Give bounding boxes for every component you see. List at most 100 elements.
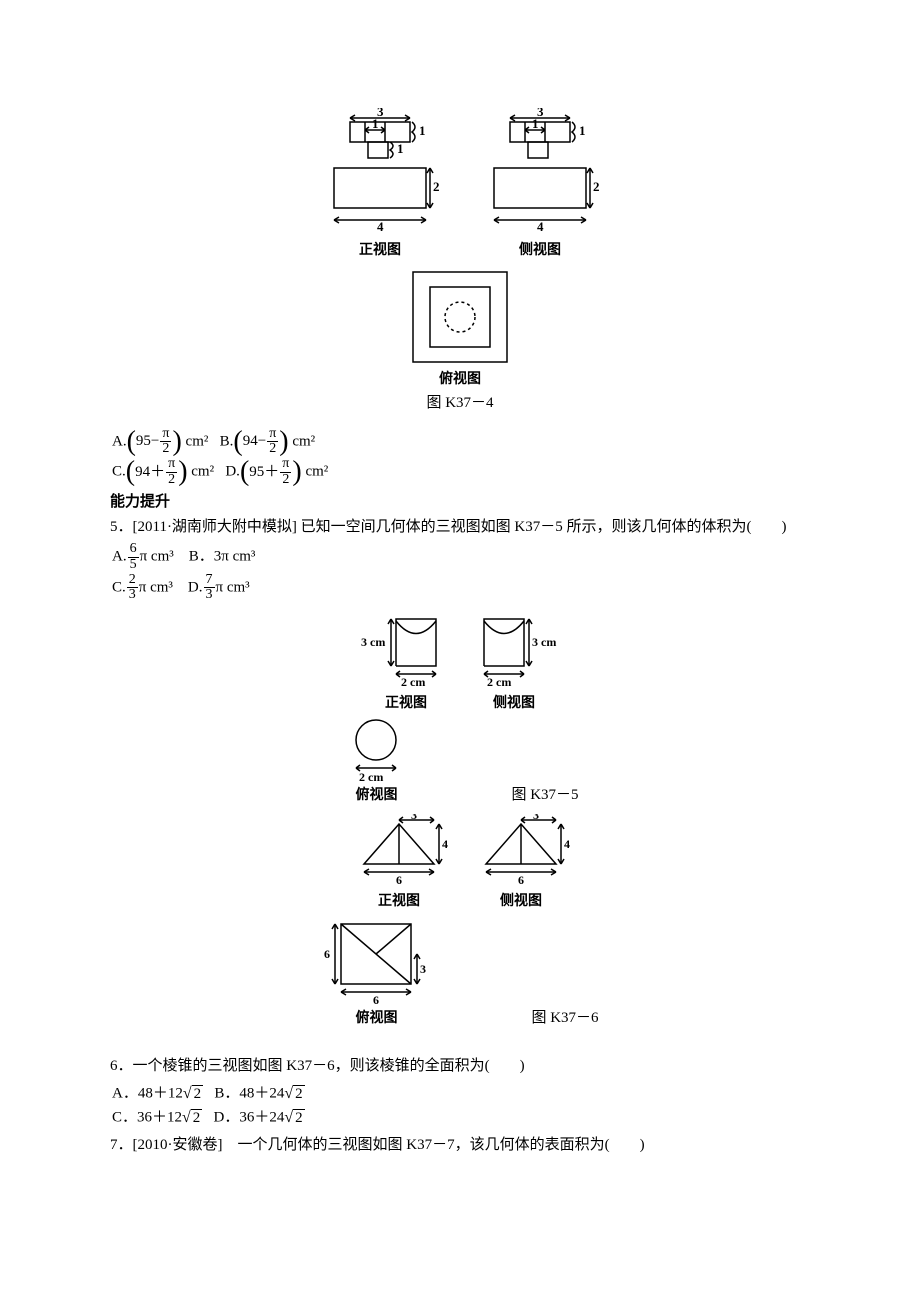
q4B-unit: cm² <box>292 433 315 449</box>
document-page: 3 1 1 1 <box>0 40 920 1156</box>
q6-line-CD: C．36＋12√2 D．36＋24√2 <box>112 1106 840 1130</box>
q4-line-AB: A.(95−π2) cm² B.(94−π2) cm² <box>112 427 840 457</box>
figure-k37-4-views: 3 1 1 1 <box>80 108 840 415</box>
q6-choices: A．48＋12√2 B．48＋24√2 C．36＋12√2 D．36＋24√2 <box>112 1082 840 1130</box>
fig6-caption: 图 K37－6 <box>531 1007 598 1030</box>
fig6-top-base: 6 <box>373 993 379 1006</box>
fig6-side-label: 侧视图 <box>500 891 542 912</box>
q5A-tail: π cm³ <box>140 549 174 565</box>
fig6-row2: 6 3 6 俯视图 图 K37－6 <box>80 916 840 1029</box>
q4D-fden: 2 <box>280 473 291 488</box>
q5C-num: 2 <box>127 573 138 589</box>
q5A-num: 6 <box>128 542 139 558</box>
figure-k37-6: 3 4 6 正视图 <box>80 814 840 1029</box>
fig4-side-h1: 1 <box>579 123 586 138</box>
fig6-front-top: 3 <box>411 814 417 822</box>
q5C-den: 3 <box>127 588 138 603</box>
fig5-top-col: 2 cm 俯视图 <box>341 718 411 806</box>
fig4-front-dim1: 1 <box>372 116 379 131</box>
fig4-side-baseh: 2 <box>593 179 600 194</box>
q6C-pre: C．36＋12 <box>112 1109 182 1125</box>
q4A-num: 95 <box>136 430 151 453</box>
fig5-front-svg: 3 cm 2 cm <box>361 611 451 691</box>
fig5-row1: 3 cm 2 cm 正视图 <box>80 611 840 714</box>
fig6-front-label: 正视图 <box>378 891 420 912</box>
fig5-top-label: 俯视图 <box>355 785 397 806</box>
fig6-front-svg: 3 4 6 <box>349 814 449 889</box>
fig4-row: 3 1 1 1 <box>80 108 840 261</box>
fig4-front-label: 正视图 <box>359 240 401 261</box>
fig5-top-svg: 2 cm <box>341 718 411 783</box>
fig4-top-svg <box>405 267 515 367</box>
fig6-top-right: 3 <box>420 962 426 976</box>
fig4-front-baseh: 2 <box>433 179 440 194</box>
q4C-fden: 2 <box>166 473 177 488</box>
q5A-den: 5 <box>128 558 139 573</box>
fig5-side-svg: 3 cm 2 cm <box>469 611 559 691</box>
fig4-caption-text: 图 K37－4 <box>426 395 493 411</box>
q4B-fden: 2 <box>267 442 278 457</box>
q5D-num: 7 <box>204 573 215 589</box>
q6A-pre: A．48＋12 <box>112 1085 183 1101</box>
q6B-rad: 2 <box>293 1085 305 1102</box>
fig5-front-h: 3 cm <box>361 635 385 649</box>
fig6-side-base: 6 <box>518 873 524 887</box>
q5D-den: 3 <box>204 588 215 603</box>
fig4-side-svg: 3 1 1 2 <box>480 108 600 238</box>
fig6-front-base: 6 <box>396 873 402 887</box>
fig4-front-col: 3 1 1 1 <box>320 108 440 261</box>
fig5-top-w: 2 cm <box>359 770 383 783</box>
q4C-op: ＋ <box>150 461 165 484</box>
fig5-caption: 图 K37－5 <box>511 784 578 807</box>
fig5-front-w: 2 cm <box>401 675 425 689</box>
q4D-num: 95 <box>249 461 264 484</box>
fig4-top-row: 俯视图 <box>80 267 840 390</box>
fig6-top-label: 俯视图 <box>355 1008 397 1029</box>
fig4-front-h1: 1 <box>419 123 426 138</box>
q4B-fnum: π <box>267 427 278 443</box>
fig4-front-svg: 3 1 1 1 <box>320 108 440 238</box>
fig4-front-h2: 1 <box>397 141 404 156</box>
q6C-rad: 2 <box>191 1109 203 1126</box>
q5B: B．3π cm³ <box>189 549 256 565</box>
q6D-pre: D．36＋24 <box>214 1109 285 1125</box>
q4A-fnum: π <box>160 427 171 443</box>
q6-line-AB: A．48＋12√2 B．48＋24√2 <box>112 1082 840 1106</box>
q4B-num: 94 <box>243 430 258 453</box>
fig6-side-col: 3 4 6 侧视图 <box>471 814 571 912</box>
fig4-caption: 图 K37－4 <box>80 392 840 415</box>
fig4-front-basew: 4 <box>377 219 384 234</box>
fig5-front-col: 3 cm 2 cm 正视图 <box>361 611 451 714</box>
fig6-side-top: 3 <box>533 814 539 822</box>
fig5-side-w: 2 cm <box>487 675 511 689</box>
q4C-num: 94 <box>135 461 150 484</box>
fig6-side-h: 4 <box>564 837 570 851</box>
q4D-unit: cm² <box>305 464 328 480</box>
q5D-tail: π cm³ <box>216 579 250 595</box>
q4A-fden: 2 <box>160 442 171 457</box>
fig4-side-label: 侧视图 <box>519 240 561 261</box>
figure-k37-5: 3 cm 2 cm 正视图 <box>80 611 840 806</box>
fig6-front-col: 3 4 6 正视图 <box>349 814 449 912</box>
fig5-row2: 2 cm 俯视图 图 K37－5 <box>80 718 840 806</box>
fig5-side-h: 3 cm <box>532 635 556 649</box>
fig4-side-col: 3 1 1 2 <box>480 108 600 261</box>
fig4-side-basew: 4 <box>537 219 544 234</box>
q4C-unit: cm² <box>191 464 214 480</box>
q4C-fnum: π <box>166 457 177 473</box>
spacer <box>80 1037 840 1053</box>
q4D-fnum: π <box>280 457 291 473</box>
fig6-row1: 3 4 6 正视图 <box>80 814 840 912</box>
q4-line-CD: C.(94＋π2) cm² D.(95＋π2) cm² <box>112 457 840 487</box>
fig5-front-label: 正视图 <box>385 693 427 714</box>
fig4-top-col: 俯视图 <box>405 267 515 390</box>
q5-line-CD: C.23π cm³ D.73π cm³ <box>112 573 840 603</box>
q4-choices: A.(95−π2) cm² B.(94−π2) cm² C.(94＋π2) cm… <box>112 427 840 488</box>
fig6-top-svg: 6 3 6 <box>321 916 431 1006</box>
fig5-side-label: 侧视图 <box>493 693 535 714</box>
q6-text: 6．一个棱锥的三视图如图 K37－6，则该棱锥的全面积为( ) <box>80 1055 840 1078</box>
q6D-rad: 2 <box>293 1109 305 1126</box>
q4A-unit: cm² <box>186 433 209 449</box>
section-heading: 能力提升 <box>80 491 840 514</box>
q5-text: 5．[2011·湖南师大附中模拟] 已知一空间几何体的三视图如图 K37－5 所… <box>80 516 840 539</box>
